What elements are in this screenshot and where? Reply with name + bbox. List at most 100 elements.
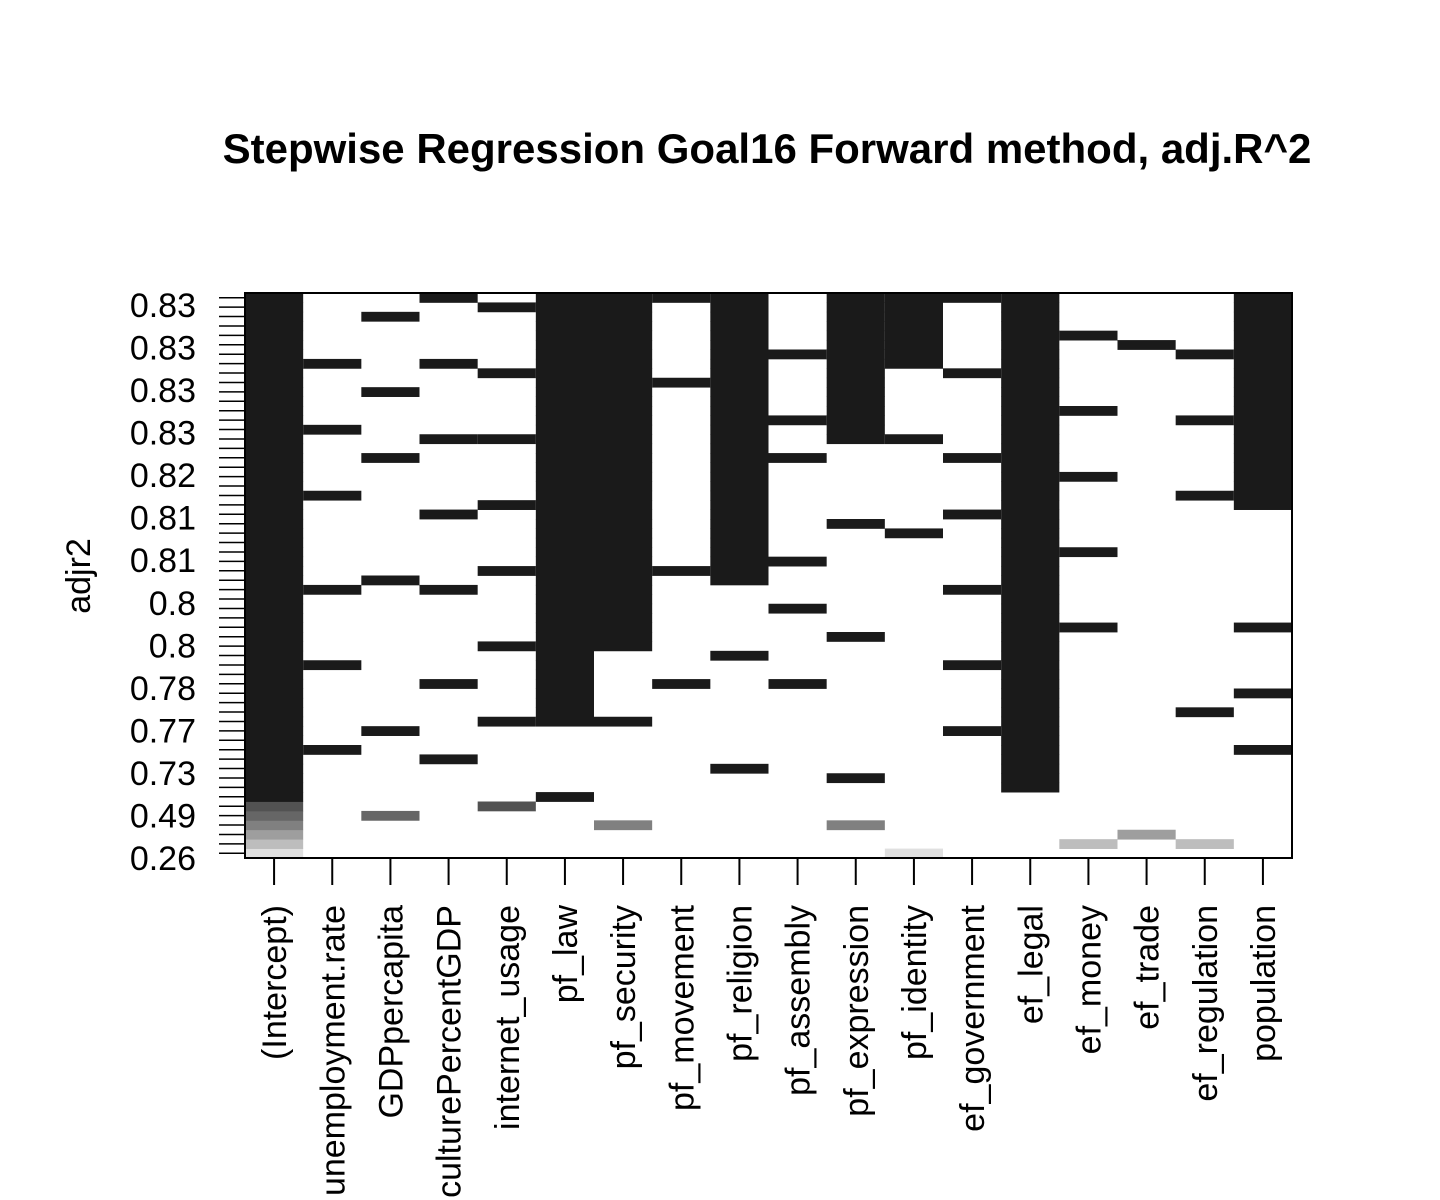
cell-pf_identity-row-0 [884, 848, 943, 859]
cell-ef_regulation-row-53 [1175, 349, 1234, 360]
cell-(Intercept)-row-50 [245, 377, 304, 388]
x-tick-label: ef_regulation [1187, 905, 1225, 1102]
x-tick-label: ef_government [954, 904, 992, 1131]
cell-pf_assembly-row-42 [768, 453, 827, 463]
cell-population-row-44 [1233, 434, 1292, 445]
cell-(Intercept)-row-4 [245, 810, 304, 821]
cell-(Intercept)-row-22 [245, 641, 304, 652]
cell-(Intercept)-row-32 [245, 547, 304, 558]
cell-pf_religion-row-48 [710, 396, 769, 407]
cell-(Intercept)-row-29 [245, 575, 304, 586]
cell-pf_law-row-23 [535, 632, 594, 642]
cell-(Intercept)-row-9 [245, 763, 304, 774]
cell-pf_religion-row-41 [710, 462, 769, 473]
y-tick-label: 0.83 [130, 415, 196, 453]
cell-(Intercept)-row-48 [245, 396, 304, 407]
cell-(Intercept)-row-43 [245, 443, 304, 454]
cell-pf_religion-row-52 [710, 358, 769, 369]
cell-pf_law-row-31 [535, 556, 594, 567]
cell-(Intercept)-row-17 [245, 688, 304, 699]
cell-(Intercept)-row-36 [245, 509, 304, 520]
cell-ef_legal-row-7 [1001, 782, 1060, 793]
cell-pf_expression-row-8 [826, 773, 885, 784]
cell-ef_legal-row-46 [1001, 415, 1060, 426]
y-tick-label: 0.8 [149, 627, 196, 665]
cell-pf_law-row-51 [535, 368, 594, 379]
cell-population-row-11 [1233, 745, 1292, 755]
cell-pf_identity-row-52 [884, 358, 943, 369]
cell-pf_law-row-40 [535, 471, 594, 482]
cell-population-row-56 [1233, 321, 1292, 332]
cell-(Intercept)-row-44 [245, 434, 304, 445]
cell-(Intercept)-row-34 [245, 528, 304, 539]
cell-pf_law-row-46 [535, 415, 594, 426]
cell-(Intercept)-row-24 [245, 622, 304, 633]
cell-(Intercept)-row-11 [245, 745, 304, 755]
cell-ef_government-row-13 [943, 726, 1002, 736]
cell-pf_law-row-16 [535, 697, 594, 708]
cell-pf_security-row-59 [594, 293, 653, 303]
cell-pf_law-row-55 [535, 330, 594, 341]
cell-ef_legal-row-38 [1001, 490, 1060, 501]
cell-ef_legal-row-25 [1001, 613, 1060, 623]
cell-(Intercept)-row-14 [245, 716, 304, 727]
cell-pf_security-row-50 [594, 377, 653, 388]
cell-GDPpercapita-row-13 [361, 726, 420, 736]
cell-pf_religion-row-34 [710, 528, 769, 539]
cell-pf_religion-row-38 [710, 490, 769, 501]
cell-pf_security-row-51 [594, 368, 653, 379]
cell-pf_law-row-29 [535, 575, 594, 586]
cell-ef_legal-row-43 [1001, 443, 1060, 454]
cell-pf_movement-row-18 [652, 679, 711, 689]
cell-population-row-24 [1233, 622, 1292, 633]
cell-ef_legal-row-32 [1001, 547, 1060, 558]
cell-pf_law-row-44 [535, 434, 594, 445]
x-tick-label: pf_religion [721, 905, 759, 1062]
cell-pf_identity-row-44 [884, 434, 943, 445]
cell-ef_legal-row-9 [1001, 763, 1060, 774]
cell-pf_security-row-25 [594, 613, 653, 623]
cell-pf_expression-row-46 [826, 415, 885, 426]
cell-(Intercept)-row-23 [245, 632, 304, 642]
x-tick-label: unemployment.rate [314, 905, 352, 1196]
cell-pf_expression-row-3 [826, 820, 885, 831]
cell-pf_religion-row-59 [710, 293, 769, 303]
cell-pf_security-row-41 [594, 462, 653, 473]
cell-pf_religion-row-35 [710, 519, 769, 529]
cell-population-row-48 [1233, 396, 1292, 407]
cell-(Intercept)-row-59 [245, 293, 304, 303]
cell-unemployment.rate-row-45 [303, 424, 362, 435]
cell-pf_assembly-row-31 [768, 556, 827, 567]
cell-pf_movement-row-30 [652, 566, 711, 576]
cell-pf_religion-row-55 [710, 330, 769, 341]
cell-pf_law-row-33 [535, 537, 594, 548]
cell-ef_legal-row-36 [1001, 509, 1060, 520]
cell-(Intercept)-row-47 [245, 406, 304, 416]
cell-(Intercept)-row-57 [245, 311, 304, 322]
cell-pf_identity-row-57 [884, 311, 943, 322]
cell-(Intercept)-row-15 [245, 707, 304, 718]
cell-agriculturePercentGDP-row-10 [419, 754, 478, 765]
cell-ef_money-row-1 [1059, 839, 1118, 849]
cell-ef_legal-row-26 [1001, 603, 1060, 614]
cell-ef_government-row-51 [943, 368, 1002, 379]
cell-population-row-37 [1233, 500, 1292, 510]
cell-ef_trade-row-54 [1117, 340, 1176, 350]
cell-ef_government-row-36 [943, 509, 1002, 520]
cell-pf_law-row-20 [535, 660, 594, 671]
cell-pf_religion-row-47 [710, 406, 769, 416]
cell-pf_law-row-47 [535, 406, 594, 416]
cell-ef_legal-row-28 [1001, 584, 1060, 595]
cell-agriculturePercentGDP-row-44 [419, 434, 478, 445]
cell-ef_legal-row-18 [1001, 679, 1060, 689]
cell-(Intercept)-row-18 [245, 679, 304, 689]
cell-population-row-51 [1233, 368, 1292, 379]
y-tick-label: 0.83 [130, 372, 196, 410]
cell-(Intercept)-row-54 [245, 340, 304, 350]
cell-pf_assembly-row-26 [768, 603, 827, 614]
cell-ef_money-row-40 [1059, 471, 1118, 482]
cell-pf_religion-row-30 [710, 566, 769, 576]
cell-pf_religion-row-32 [710, 547, 769, 558]
cell-(Intercept)-row-41 [245, 462, 304, 473]
cell-(Intercept)-row-52 [245, 358, 304, 369]
